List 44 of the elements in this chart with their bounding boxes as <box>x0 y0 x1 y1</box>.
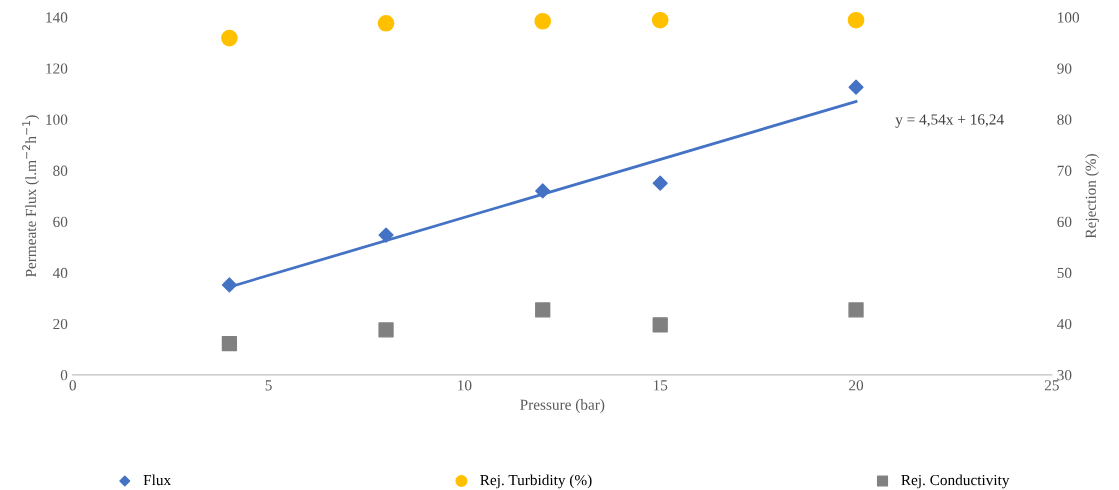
y2-tick-label: 60 <box>1057 216 1072 227</box>
y2-tick-label: 80 <box>1057 114 1072 125</box>
annotation: y = 4,54x + 16,24 <box>895 114 1004 128</box>
point <box>652 317 668 333</box>
point <box>652 175 668 191</box>
point <box>221 277 237 293</box>
y2-tick-label: 100 <box>1058 12 1080 23</box>
point <box>221 336 238 352</box>
point <box>378 227 394 243</box>
y-tick-label: 60 <box>53 216 68 227</box>
x-tick-label: 20 <box>849 380 864 391</box>
legend-label: Rej. Turbidity (%) <box>480 474 592 489</box>
y2-tick-label: 90 <box>1057 63 1072 74</box>
point <box>534 12 552 30</box>
y2-tick-label: 70 <box>1057 165 1072 176</box>
y-tick-label: 140 <box>46 12 68 23</box>
y-tick-label: 80 <box>53 165 68 176</box>
point <box>651 11 669 29</box>
y-tick-label: 0 <box>60 369 68 381</box>
x-tick-label: 0 <box>69 380 76 391</box>
point <box>535 302 551 318</box>
y2-tick-label: 30 <box>1057 369 1072 381</box>
x-axis-title: Pressure (bar) <box>520 399 605 413</box>
y-tick-label: 20 <box>53 318 68 330</box>
point <box>221 29 238 47</box>
y-tick-label: 120 <box>46 63 68 74</box>
point <box>535 183 551 199</box>
y2-tick-label: 40 <box>1057 318 1072 330</box>
point <box>847 11 865 29</box>
point <box>377 14 395 32</box>
legend-label: Flux <box>143 474 171 486</box>
x-tick-label: 25 <box>1044 380 1059 391</box>
y2-axis-title: Rejection (%) <box>1085 154 1100 239</box>
point <box>848 302 864 318</box>
point <box>378 322 394 338</box>
y-tick-label: 100 <box>46 114 68 125</box>
legend-label: Rej. Conductivity <box>901 474 1010 489</box>
point <box>848 79 864 95</box>
x-tick-label: 15 <box>653 380 668 391</box>
y2-tick-label: 50 <box>1057 267 1072 279</box>
x-tick-label: 10 <box>458 380 472 391</box>
x-tick-label: 5 <box>265 380 272 391</box>
y-axis-title: Permeate Flux (l.m$^{−2}$h$^{−1}$) <box>22 115 40 278</box>
y-tick-label: 40 <box>52 267 68 279</box>
